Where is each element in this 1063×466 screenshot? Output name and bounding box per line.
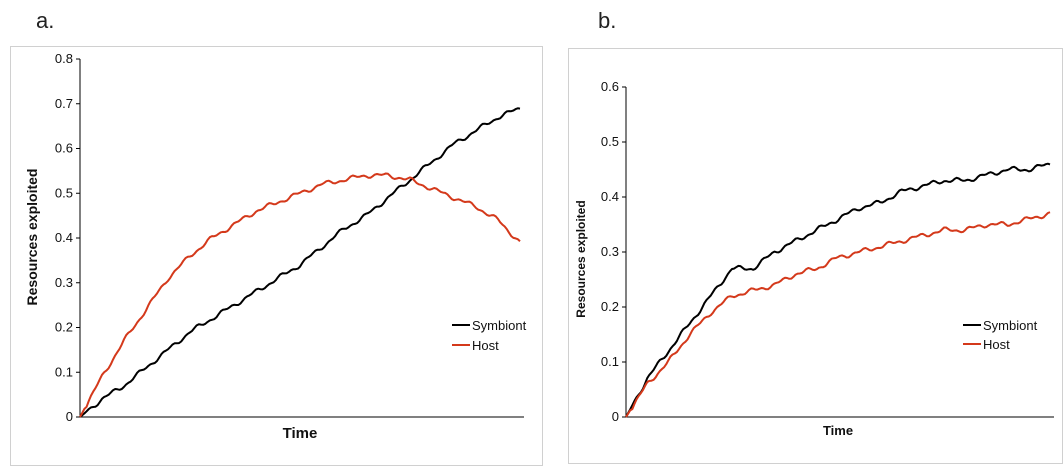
a-x-axis-title: Time: [283, 425, 318, 442]
b-y-tick-label: 0.3: [601, 244, 619, 259]
b-y-tick-label: 0.4: [601, 189, 619, 204]
a-y-tick-label: 0.3: [55, 275, 73, 290]
chart-b-svg: 0 0.1 0.2 0.3 0.4 0.5 0.6 Resources exploited Ti…: [574, 79, 1054, 438]
b-y-tick-label: 0.1: [601, 354, 619, 369]
b-y-tick-label: 0: [612, 409, 619, 424]
a-y-tick-label: 0.6: [55, 141, 73, 156]
a-y-tick-label: 0: [66, 409, 73, 424]
b-y-axis-title: Resources exploited: [574, 200, 588, 317]
a-y-tick-label: 0.1: [55, 364, 73, 379]
b-series-symbiont-line: [625, 162, 1051, 418]
a-y-tick-label: 0.4: [55, 230, 73, 245]
chart-b: 0 0.1 0.2 0.3 0.4 0.5 0.6 Resources exploited Ti…: [568, 48, 1063, 464]
a-legend-label-host: Host: [472, 338, 499, 353]
b-legend-label-symbiont: Symbiont: [983, 318, 1038, 333]
a-series-host-line: [79, 172, 521, 418]
b-y-tick-label: 0.2: [601, 299, 619, 314]
a-y-tick-label: 0.8: [55, 51, 73, 66]
a-y-tick-label: 0.7: [55, 96, 73, 111]
panel-label-b: b.: [598, 8, 617, 33]
panel-label-a: a.: [36, 8, 55, 33]
a-y-tick-label: 0.5: [55, 185, 73, 200]
a-y-axis-title: Resources exploited: [24, 169, 40, 306]
a-y-tick-label: 0.2: [55, 320, 73, 335]
chart-a-svg: 0 0.1 0.2 0.3 0.4 0.5 0.6 0.7 0.8 Resources explo…: [24, 51, 527, 442]
b-y-tick-label: 0.6: [601, 79, 619, 94]
b-legend-label-host: Host: [983, 337, 1010, 352]
chart-a: 0 0.1 0.2 0.3 0.4 0.5 0.6 0.7 0.8 Resources explo…: [10, 46, 543, 466]
b-series-host-line: [625, 211, 1051, 418]
b-x-axis-title: Time: [823, 423, 853, 438]
b-y-tick-label: 0.5: [601, 134, 619, 149]
a-legend-label-symbiont: Symbiont: [472, 318, 527, 333]
a-series-symbiont-line: [79, 107, 521, 418]
